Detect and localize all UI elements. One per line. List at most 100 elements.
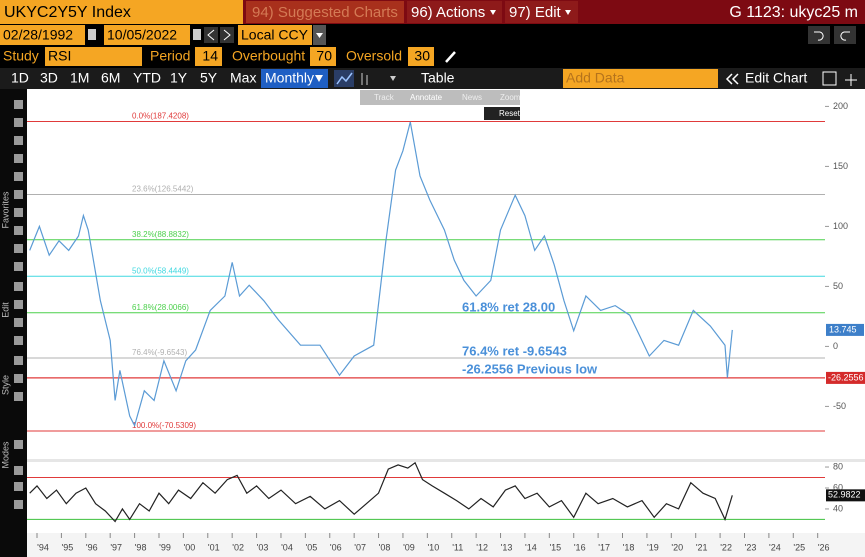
table-button[interactable]: Table [421, 70, 455, 86]
sidebar-label: Modes [0, 441, 10, 469]
ticker-box[interactable] [0, 0, 243, 24]
oversold-field[interactable] [408, 47, 434, 66]
previous-low-value: -26.2556 [828, 372, 864, 382]
tool-icon[interactable] [14, 100, 23, 109]
x-tick-label: '20 [671, 542, 683, 552]
oversold-label: Oversold [346, 48, 402, 64]
y-tick-label: 200 [833, 101, 848, 111]
x-tick-label: '97 [110, 542, 122, 552]
level-label: 38.2%(88.8832) [132, 230, 189, 239]
chart-tool[interactable]: News [462, 93, 482, 102]
level-label: 0.0%(187.4208) [132, 112, 189, 121]
x-tick-label: '95 [62, 542, 74, 552]
x-tick-label: '94 [37, 542, 49, 552]
actions-button[interactable] [407, 1, 502, 23]
expand-icon[interactable] [845, 74, 857, 86]
chart-tool[interactable]: Zoom [500, 93, 521, 102]
sidebar-label: Style [0, 375, 10, 395]
tool-icon[interactable] [14, 208, 23, 217]
next-button[interactable] [220, 27, 234, 43]
dropdown-arrow[interactable] [390, 76, 396, 81]
end-date-field[interactable] [104, 25, 190, 45]
range-button[interactable]: 3D [40, 70, 58, 86]
x-tick-label: '13 [501, 542, 513, 552]
collapse-icon[interactable] [725, 73, 739, 85]
pencil-icon[interactable] [445, 51, 456, 63]
y-tick-label: 40 [833, 503, 843, 513]
sidebar-sections: Favorites Edit Style Modes [0, 100, 23, 509]
chart-tool[interactable]: Annotate [410, 93, 443, 102]
x-tick-label: '10 [427, 542, 439, 552]
edit-chart-button[interactable]: Edit Chart [745, 70, 807, 86]
annotation: -26.2556 Previous low [462, 361, 598, 376]
frequency-button[interactable] [261, 69, 328, 88]
redo-button[interactable] [834, 26, 856, 44]
range-button[interactable]: 6M [101, 70, 120, 86]
tool-icon[interactable] [14, 318, 23, 327]
level-label: 23.6%(126.5442) [132, 185, 194, 194]
tool-icon[interactable] [14, 282, 23, 291]
add-data: Add Data [566, 70, 625, 86]
add-data-field[interactable] [563, 69, 718, 88]
range-button[interactable]: 5Y [200, 70, 218, 86]
chart-tool[interactable]: Track [374, 93, 395, 102]
tool-icon[interactable] [14, 392, 23, 401]
x-tick-label: '22 [720, 542, 732, 552]
range-button[interactable]: 1M [70, 70, 89, 86]
reset-button[interactable] [484, 107, 520, 120]
tool-icon[interactable] [14, 500, 23, 509]
tool-icon[interactable] [14, 226, 23, 235]
chart-id: G 1123: ukyc25 m [729, 4, 858, 21]
tool-icon[interactable] [14, 440, 23, 449]
tool-icon[interactable] [14, 136, 23, 145]
range-button[interactable]: Max [230, 70, 256, 86]
tool-icon[interactable] [14, 118, 23, 127]
range-button[interactable]: 1Y [170, 70, 188, 86]
calendar-icon[interactable] [193, 29, 201, 40]
x-tick-label: '99 [159, 542, 171, 552]
range-button[interactable]: 1D [11, 70, 29, 86]
level-label: 76.4%(-9.6543) [132, 348, 187, 357]
bar-icon[interactable] [361, 73, 368, 85]
start-date-field[interactable] [0, 25, 85, 45]
study-field[interactable] [45, 47, 142, 66]
tool-icon[interactable] [14, 262, 23, 271]
x-tick-label: '00 [184, 542, 196, 552]
overbought-label: Overbought [232, 48, 305, 64]
range-button[interactable]: YTD [133, 70, 161, 86]
tool-icon[interactable] [14, 190, 23, 199]
edit-button[interactable] [505, 1, 578, 23]
x-tick-label: '02 [232, 542, 244, 552]
tool-icon[interactable] [14, 374, 23, 383]
tool-icon[interactable] [14, 154, 23, 163]
tool-icon[interactable] [14, 356, 23, 365]
reset-label: Reset [499, 109, 521, 118]
x-tick-label: '04 [281, 542, 293, 552]
actions-label: 96) Actions [411, 4, 485, 21]
x-tick-label: '09 [403, 542, 415, 552]
period-field[interactable] [195, 47, 222, 66]
line-icon [336, 72, 353, 85]
prev-button[interactable] [204, 27, 218, 43]
dropdown-arrow [315, 75, 323, 82]
y-tick-label: -50 [833, 401, 846, 411]
level-label: 50.0%(58.4449) [132, 266, 189, 275]
y-tick-label: 150 [833, 161, 848, 171]
suggested-button[interactable] [246, 1, 404, 23]
tool-icon[interactable] [14, 244, 23, 253]
tool-icon[interactable] [14, 482, 23, 491]
frequency: Monthly [265, 70, 314, 86]
tool-icon[interactable] [14, 172, 23, 181]
sidebar-label: Favorites [0, 191, 10, 229]
edit-label: 97) Edit [509, 4, 562, 21]
tool-icon[interactable] [14, 336, 23, 345]
tool-icon[interactable] [14, 300, 23, 309]
overbought-field[interactable] [310, 47, 336, 66]
undo-button[interactable] [808, 26, 830, 44]
dropdown-arrow [490, 10, 496, 15]
currency-field[interactable] [238, 25, 312, 45]
oversold: 30 [414, 48, 430, 64]
tool-icon[interactable] [14, 466, 23, 475]
calendar-icon[interactable] [88, 29, 96, 40]
chart-icon[interactable] [822, 71, 837, 86]
